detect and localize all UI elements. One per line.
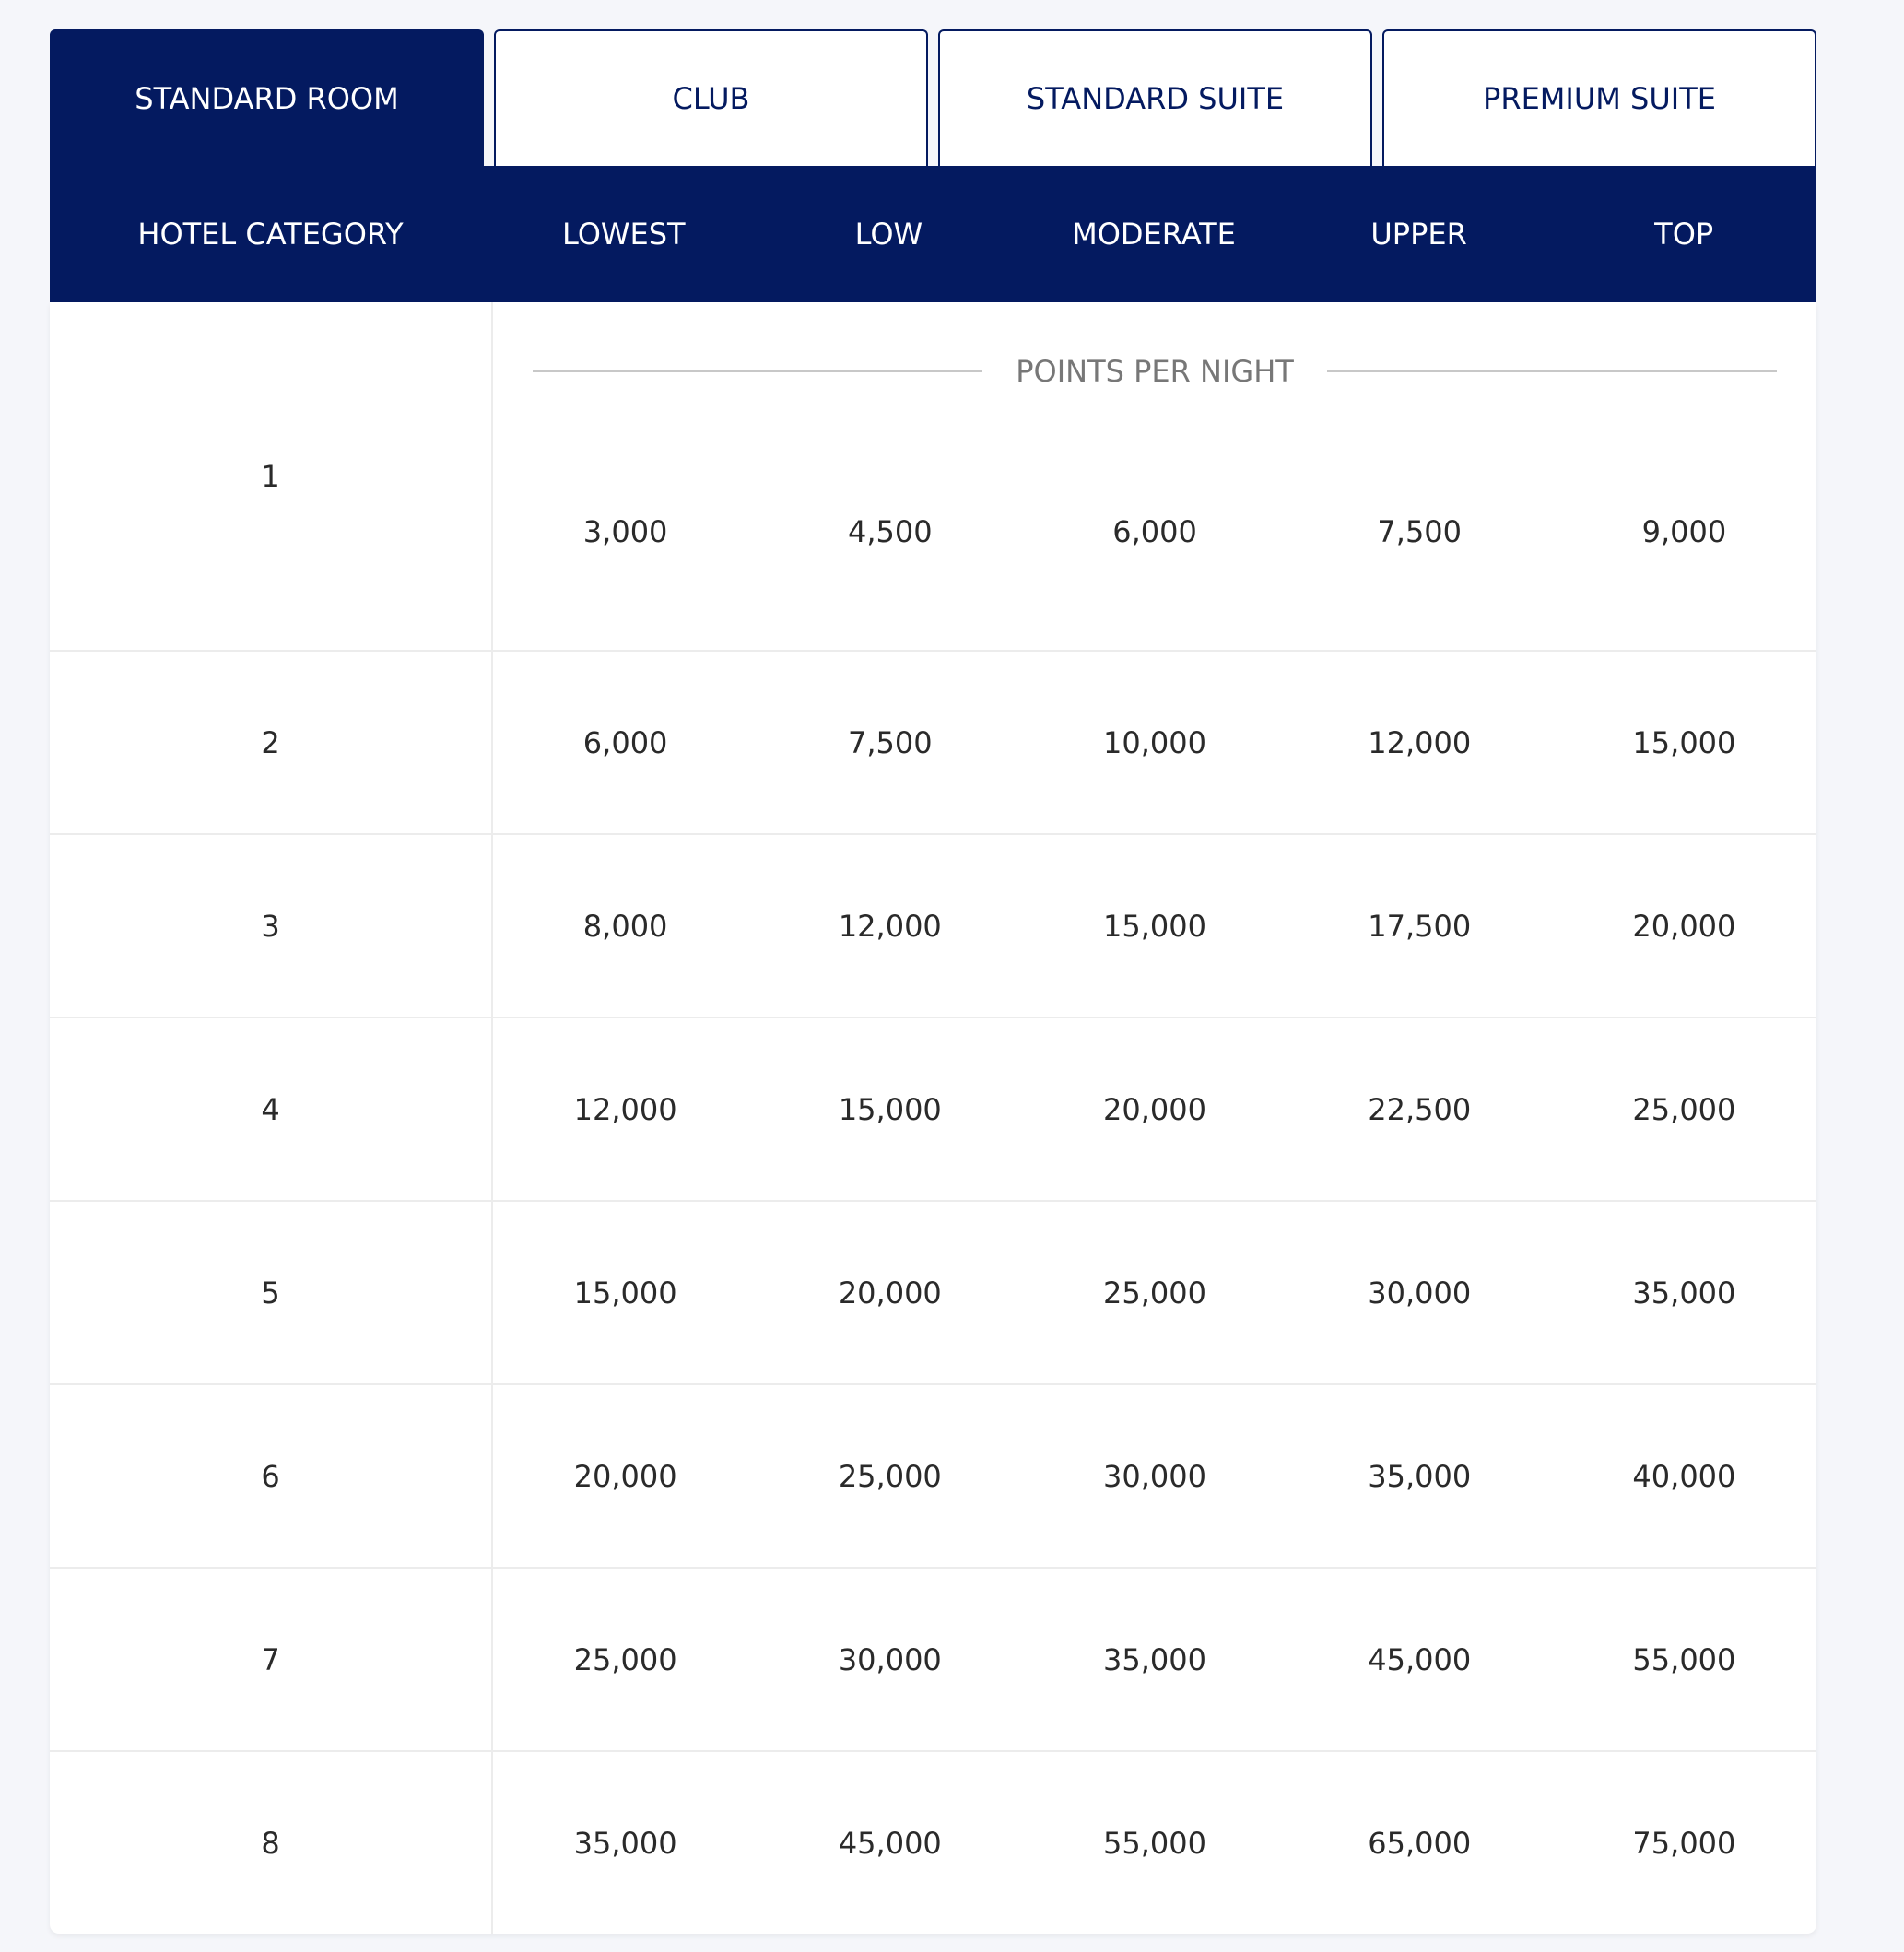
points-cell: 75,000 [1632,1825,1736,1861]
points-cell: 22,500 [1368,1091,1472,1127]
points-cell: 35,000 [1103,1641,1206,1677]
category-cell: 1 [50,302,493,650]
header-top: TOP [1654,217,1714,252]
room-type-tabs: STANDARD ROOM CLUB STANDARD SUITE PREMIU… [50,29,1816,166]
points-cell: 15,000 [1632,724,1736,760]
points-cell: 45,000 [1368,1641,1472,1677]
points-cell: 35,000 [1368,1458,1472,1494]
category-cell: 7 [50,1569,493,1750]
points-per-night-text: POINTS PER NIGHT [1016,354,1294,389]
points-cell: 17,500 [1368,908,1472,944]
category-cell: 6 [50,1385,493,1567]
category-cell: 8 [50,1752,493,1934]
points-cell: 7,500 [848,724,933,760]
table-row: 1 POINTS PER NIGHT 3,000 4,500 6,000 7,500 9,0… [50,302,1816,650]
table-header: HOTEL CATEGORY LOWEST LOW MODERATE UPPER… [50,166,1816,302]
points-cell: 15,000 [838,1091,942,1127]
points-cell: 7,500 [1377,513,1463,549]
header-low: LOW [854,217,923,252]
points-cell: 35,000 [1632,1275,1736,1311]
header-lowest: LOWEST [562,217,686,252]
header-moderate: MODERATE [1072,217,1236,252]
points-cell: 15,000 [1103,908,1206,944]
category-cell: 4 [50,1018,493,1200]
divider [1326,370,1777,372]
table-row: 5 15,000 20,000 25,000 30,000 35,000 [50,1200,1816,1383]
points-cell: 10,000 [1103,724,1206,760]
points-cell: 25,000 [573,1641,677,1677]
table-row: 8 35,000 45,000 55,000 65,000 75,000 [50,1750,1816,1934]
points-cell: 6,000 [1112,513,1197,549]
points-cell: 25,000 [1632,1091,1736,1127]
table-body: 1 POINTS PER NIGHT 3,000 4,500 6,000 7,500 9,0… [50,302,1816,1934]
table-row: 2 6,000 7,500 10,000 12,000 15,000 [50,650,1816,833]
points-cell: 25,000 [1103,1275,1206,1311]
table-row: 3 8,000 12,000 15,000 17,500 20,000 [50,833,1816,1017]
points-cell: 20,000 [1103,1091,1206,1127]
tab-club[interactable]: CLUB [494,29,928,166]
table-row: 4 12,000 15,000 20,000 22,500 25,000 [50,1017,1816,1200]
points-cell: 20,000 [1632,908,1736,944]
points-cell: 20,000 [838,1275,942,1311]
table-row: 6 20,000 25,000 30,000 35,000 40,000 [50,1383,1816,1567]
points-cell: 20,000 [573,1458,677,1494]
points-cell: 25,000 [838,1458,942,1494]
points-cell: 12,000 [838,908,942,944]
table-row: 7 25,000 30,000 35,000 45,000 55,000 [50,1567,1816,1750]
points-cell: 3,000 [582,513,668,549]
points-cell: 30,000 [1103,1458,1206,1494]
points-cell: 30,000 [1368,1275,1472,1311]
category-cell: 2 [50,652,493,833]
points-cell: 12,000 [573,1091,677,1127]
header-hotel-category: HOTEL CATEGORY [137,217,404,252]
header-upper: UPPER [1370,217,1467,252]
divider [533,370,983,372]
points-cell: 9,000 [1641,513,1727,549]
points-cell: 30,000 [838,1641,942,1677]
award-chart: STANDARD ROOM CLUB STANDARD SUITE PREMIU… [50,29,1816,1934]
points-cell: 40,000 [1632,1458,1736,1494]
category-cell: 5 [50,1202,493,1383]
points-cell: 65,000 [1368,1825,1472,1861]
points-cell: 4,500 [848,513,933,549]
points-cell: 12,000 [1368,724,1472,760]
tab-premium-suite[interactable]: PREMIUM SUITE [1382,29,1816,166]
category-cell: 3 [50,835,493,1017]
points-cell: 55,000 [1103,1825,1206,1861]
points-per-night-label: POINTS PER NIGHT [493,302,1816,441]
tab-standard-room[interactable]: STANDARD ROOM [50,29,484,166]
points-cell: 55,000 [1632,1641,1736,1677]
points-cell: 45,000 [838,1825,942,1861]
points-cell: 8,000 [582,908,668,944]
points-cell: 35,000 [573,1825,677,1861]
tab-standard-suite[interactable]: STANDARD SUITE [938,29,1372,166]
points-cell: 6,000 [582,724,668,760]
points-cell: 15,000 [573,1275,677,1311]
